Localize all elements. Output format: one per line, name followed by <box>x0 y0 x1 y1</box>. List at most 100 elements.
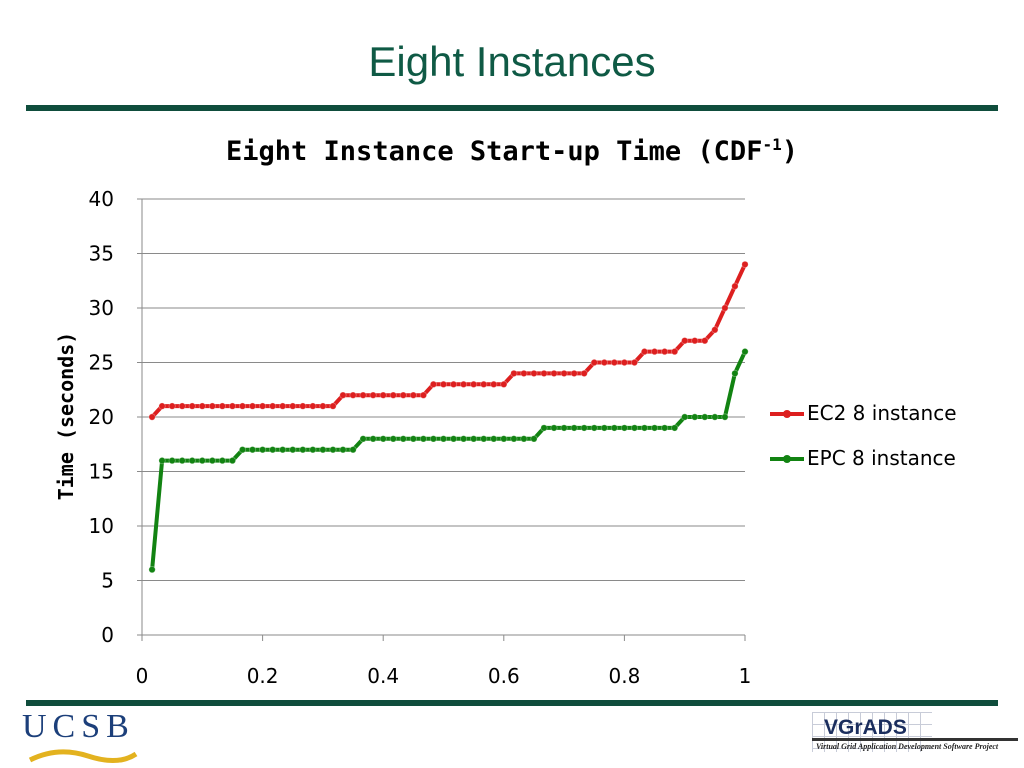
data-point <box>258 402 267 410</box>
data-point <box>299 402 307 410</box>
y-tick-label: 0 <box>101 623 114 647</box>
data-point <box>218 402 226 410</box>
data-point <box>731 282 739 290</box>
legend-swatch-ec2 <box>770 410 804 418</box>
data-point <box>671 347 679 356</box>
y-tick-label: 5 <box>101 569 114 593</box>
data-point <box>590 424 598 432</box>
data-point <box>500 435 508 443</box>
data-point <box>269 402 277 410</box>
data-point <box>359 435 367 443</box>
data-point <box>339 446 347 454</box>
data-point <box>238 402 247 410</box>
data-point <box>339 391 347 399</box>
data-point <box>681 337 689 345</box>
data-point <box>218 456 226 465</box>
legend-swatch-epc <box>770 455 804 463</box>
chart-title: Eight Instance Start-up Time (CDF-1) <box>0 135 1024 167</box>
data-point <box>610 424 618 432</box>
top-divider <box>26 105 998 111</box>
data-point <box>279 402 287 410</box>
data-point <box>510 369 518 377</box>
data-point <box>289 402 297 410</box>
series-line-ec2 <box>150 263 747 419</box>
data-point <box>319 402 327 410</box>
data-point <box>329 402 337 410</box>
x-tick-label: 0.6 <box>488 664 520 688</box>
data-point <box>148 565 156 574</box>
data-point <box>439 380 448 388</box>
data-point <box>429 380 438 388</box>
vgrads-bar <box>812 738 1018 741</box>
x-tick-label: 0.2 <box>247 664 279 688</box>
data-point <box>409 391 417 399</box>
chart-title-superscript: -1 <box>762 135 782 154</box>
data-point <box>570 369 578 377</box>
data-point <box>449 380 458 388</box>
data-point <box>480 435 488 443</box>
data-point <box>389 391 397 399</box>
data-point <box>671 424 679 432</box>
data-point <box>429 435 438 443</box>
x-tick-label: 0.8 <box>608 664 640 688</box>
data-point <box>409 435 417 443</box>
data-point <box>349 446 357 454</box>
data-point <box>248 446 257 454</box>
data-point <box>208 456 216 465</box>
data-point <box>580 369 588 377</box>
data-point <box>701 337 709 345</box>
data-point <box>650 424 659 432</box>
data-point <box>329 446 337 454</box>
data-point <box>550 424 558 432</box>
data-point <box>228 456 237 465</box>
data-point <box>309 446 317 454</box>
data-point <box>419 391 428 399</box>
y-tick-label: 30 <box>89 296 114 320</box>
data-point <box>319 446 327 454</box>
y-tick-label: 40 <box>89 187 114 211</box>
data-point <box>580 424 588 432</box>
data-point <box>640 347 649 356</box>
data-point <box>620 424 629 432</box>
data-point <box>198 402 206 410</box>
x-tick-label: 0 <box>136 664 149 688</box>
data-point <box>500 380 508 388</box>
data-point <box>510 435 518 443</box>
data-point <box>369 391 377 399</box>
data-point <box>399 435 407 443</box>
data-point <box>459 380 468 388</box>
data-point <box>630 358 639 367</box>
data-point <box>158 456 166 465</box>
data-point <box>258 446 267 454</box>
y-tick-label: 25 <box>89 351 114 375</box>
data-point <box>630 424 639 432</box>
y-tick-label: 15 <box>89 460 114 484</box>
y-tick-label: 10 <box>89 514 114 538</box>
data-point <box>600 358 608 367</box>
ucsb-wave-graphic <box>28 749 138 763</box>
data-point <box>560 424 568 432</box>
y-tick-label: 20 <box>89 405 114 429</box>
data-point <box>640 424 649 432</box>
data-point <box>540 369 548 377</box>
data-point <box>379 435 387 443</box>
data-point <box>269 446 277 454</box>
data-point <box>711 326 719 334</box>
data-point <box>349 391 357 399</box>
data-point <box>721 304 729 312</box>
vgrads-logo-name: VGrADS <box>824 716 907 739</box>
data-point <box>379 391 387 399</box>
data-point <box>731 369 739 377</box>
y-axis-label: Time (seconds) <box>54 331 78 501</box>
data-point <box>238 446 247 454</box>
x-tick-label: 0.4 <box>367 664 399 688</box>
data-point <box>620 358 629 367</box>
data-point <box>721 413 729 421</box>
data-point <box>148 413 156 421</box>
data-point <box>198 456 206 465</box>
data-point <box>459 435 468 443</box>
data-point <box>520 435 528 443</box>
data-point <box>289 446 297 454</box>
data-point <box>691 413 699 421</box>
